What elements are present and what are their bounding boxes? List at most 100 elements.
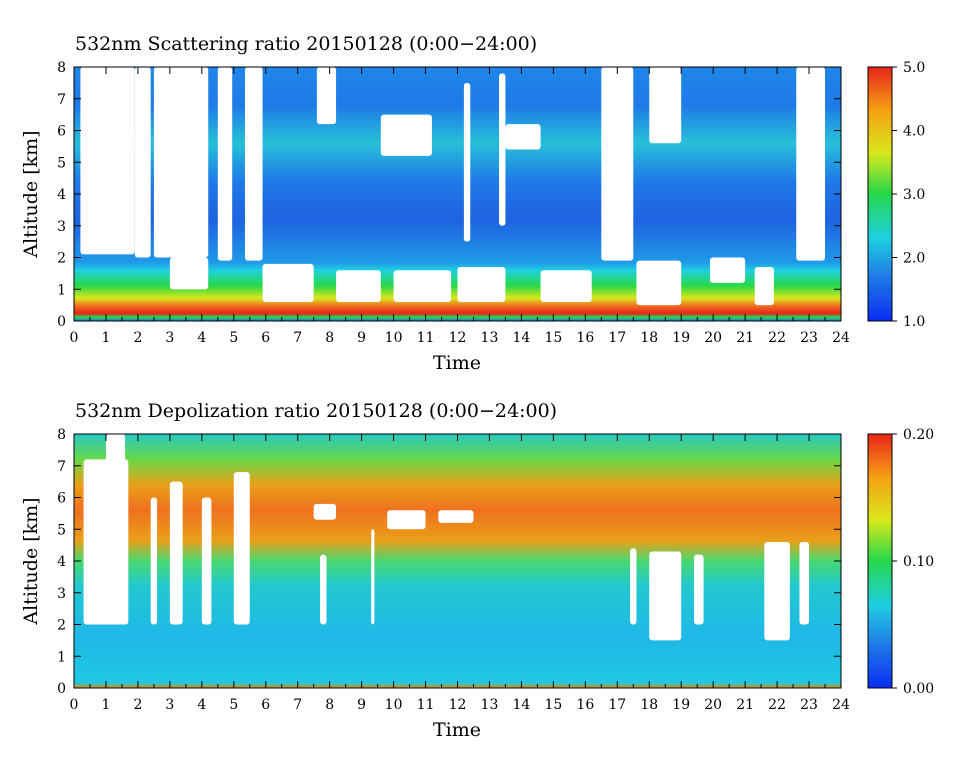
scattering-cloud-gaps xyxy=(80,67,826,306)
scattering-cloud-gap xyxy=(505,124,541,150)
depolarization-y-axis: 0 1 2 3 4 5 6 7 8 xyxy=(57,427,841,697)
depolarization-x-tick-label: 7 xyxy=(293,697,302,713)
depolarization-x-tick-label: 9 xyxy=(357,697,366,713)
scattering-cloud-gap xyxy=(153,67,209,258)
scattering-x-tick-label: 5 xyxy=(229,330,238,346)
scattering-x-tick-label: 23 xyxy=(800,330,818,346)
scattering-cloud-gap xyxy=(244,67,263,261)
depolarization-y-label: Altitude [km] xyxy=(20,497,42,625)
scattering-y-tick-label: 1 xyxy=(57,282,66,298)
depolarization-colorbar-tick-label: 0.10 xyxy=(903,554,934,570)
depolarization-title: 532nm Depolization ratio 20150128 (0:00−… xyxy=(75,400,557,422)
depolarization-x-tick-label: 11 xyxy=(417,697,435,713)
scattering-y-tick-label: 0 xyxy=(57,314,66,330)
depolarization-x-tick-label: 8 xyxy=(325,697,334,713)
scattering-x-tick-label: 11 xyxy=(417,330,435,346)
depolarization-cloud-gap xyxy=(693,554,704,625)
depolarization-x-tick-label: 18 xyxy=(640,697,658,713)
scattering-y-tick-label: 7 xyxy=(57,92,66,108)
scattering-colorbar-tick-label: 5.0 xyxy=(903,60,925,76)
depolarization-x-label: Time xyxy=(433,719,481,741)
depolarization-cloud-gap xyxy=(313,503,337,520)
scattering-x-tick-label: 21 xyxy=(736,330,754,346)
depolarization-x-tick-label: 19 xyxy=(672,697,690,713)
scattering-colorbar-ticks: 1.0 2.0 3.0 4.0 5.0 xyxy=(892,60,925,330)
depolarization-x-tick-label: 17 xyxy=(608,697,626,713)
scattering-x-tick-label: 14 xyxy=(513,330,531,346)
scattering-colorbar-tick-label: 1.0 xyxy=(903,314,925,330)
depolarization-colorbar-tick-label: 0.00 xyxy=(903,681,934,697)
scattering-x-tick-label: 19 xyxy=(672,330,690,346)
depolarization-x-tick-label: 6 xyxy=(261,697,270,713)
scattering-cloud-gap xyxy=(134,67,151,258)
depolarization-cloud-gap xyxy=(105,434,126,479)
depolarization-x-tick-label: 21 xyxy=(736,697,754,713)
depolarization-x-axis: 0 1 2 3 4 5 6 7 8 9 10 11 12 13 14 15 16 17 18 19 20 21 22 23 24 xyxy=(70,434,850,713)
depolarization-x-tick-label: 15 xyxy=(544,697,562,713)
depolarization-y-tick-label: 8 xyxy=(57,427,66,443)
depolarization-y-tick-label: 1 xyxy=(57,649,66,665)
depolarization-x-tick-label: 22 xyxy=(768,697,786,713)
scattering-x-tick-label: 6 xyxy=(261,330,270,346)
scattering-cloud-gap xyxy=(540,270,592,302)
scattering-cloud-gap xyxy=(499,73,506,226)
depolarization-x-tick-label: 0 xyxy=(70,697,79,713)
depolarization-heatmap-field xyxy=(74,434,841,688)
depolarization-y-tick-label: 3 xyxy=(57,586,66,602)
depolarization-cloud-gap xyxy=(201,497,212,625)
scattering-cloud-gap xyxy=(262,263,314,302)
scattering-x-label: Time xyxy=(433,352,481,374)
depolarization-x-tick-label: 23 xyxy=(800,697,818,713)
depolarization-colorbar-tick-label: 0.20 xyxy=(903,427,934,443)
scattering-cloud-gap xyxy=(601,67,634,261)
scattering-plot-area xyxy=(73,66,842,322)
depolarization-y-tick-label: 6 xyxy=(57,491,66,507)
depolarization-x-tick-label: 13 xyxy=(481,697,499,713)
scattering-x-tick-label: 9 xyxy=(357,330,366,346)
depolarization-x-tick-label: 5 xyxy=(229,697,238,713)
depolarization-x-tick-label: 10 xyxy=(385,697,403,713)
depolarization-cloud-gap xyxy=(630,548,637,625)
scattering-cloud-gap xyxy=(169,257,209,290)
scattering-y-tick-label: 6 xyxy=(57,124,66,140)
scattering-x-axis: 0 1 2 3 4 5 6 7 8 9 10 11 12 13 14 15 16 17 18 19 20 21 22 23 24 xyxy=(70,67,850,346)
scattering-x-tick-label: 8 xyxy=(325,330,334,346)
depolarization-cloud-gap xyxy=(438,510,474,523)
scattering-cloud-gap xyxy=(393,270,452,302)
depolarization-plot-area xyxy=(73,433,842,689)
scattering-colorbar-tick-label: 2.0 xyxy=(903,251,925,267)
depolarization-x-tick-label: 12 xyxy=(449,697,467,713)
depolarization-x-tick-label: 3 xyxy=(165,697,174,713)
depolarization-y-tick-label: 7 xyxy=(57,459,66,475)
scattering-x-tick-label: 17 xyxy=(608,330,626,346)
depolarization-x-tick-label: 16 xyxy=(576,697,594,713)
depolarization-x-tick-label: 14 xyxy=(513,697,531,713)
scattering-cloud-gap xyxy=(380,114,432,156)
scattering-cloud-gap xyxy=(649,67,682,144)
depolarization-cloud-gap xyxy=(233,472,250,625)
scattering-y-tick-label: 5 xyxy=(57,155,66,171)
scattering-y-tick-label: 3 xyxy=(57,219,66,235)
scattering-x-tick-label: 22 xyxy=(768,330,786,346)
scattering-x-tick-label: 7 xyxy=(293,330,302,346)
scattering-y-tick-label: 8 xyxy=(57,60,66,76)
depolarization-cloud-gap xyxy=(169,481,183,625)
depolarization-y-tick-label: 5 xyxy=(57,522,66,538)
depolarization-cloud-gap xyxy=(320,554,327,625)
depolarization-cloud-gap xyxy=(371,529,375,625)
scattering-x-tick-label: 10 xyxy=(385,330,403,346)
depolarization-colorbar-ticks: 0.00 0.10 0.20 xyxy=(892,427,934,697)
scattering-cloud-gap xyxy=(636,260,682,306)
depolarization-y-tick-label: 4 xyxy=(57,554,66,570)
depolarization-cloud-gap xyxy=(387,510,426,530)
scattering-x-tick-label: 20 xyxy=(704,330,722,346)
scattering-x-tick-label: 2 xyxy=(133,330,142,346)
scattering-x-tick-label: 12 xyxy=(449,330,467,346)
scattering-colorbar-tick-label: 3.0 xyxy=(903,187,925,203)
scattering-x-tick-label: 0 xyxy=(70,330,79,346)
depolarization-cloud-gap xyxy=(83,459,129,625)
scattering-cloud-gap xyxy=(463,82,471,242)
depolarization-cloud-gaps xyxy=(83,434,810,641)
depolarization-cloud-gap xyxy=(649,551,682,641)
